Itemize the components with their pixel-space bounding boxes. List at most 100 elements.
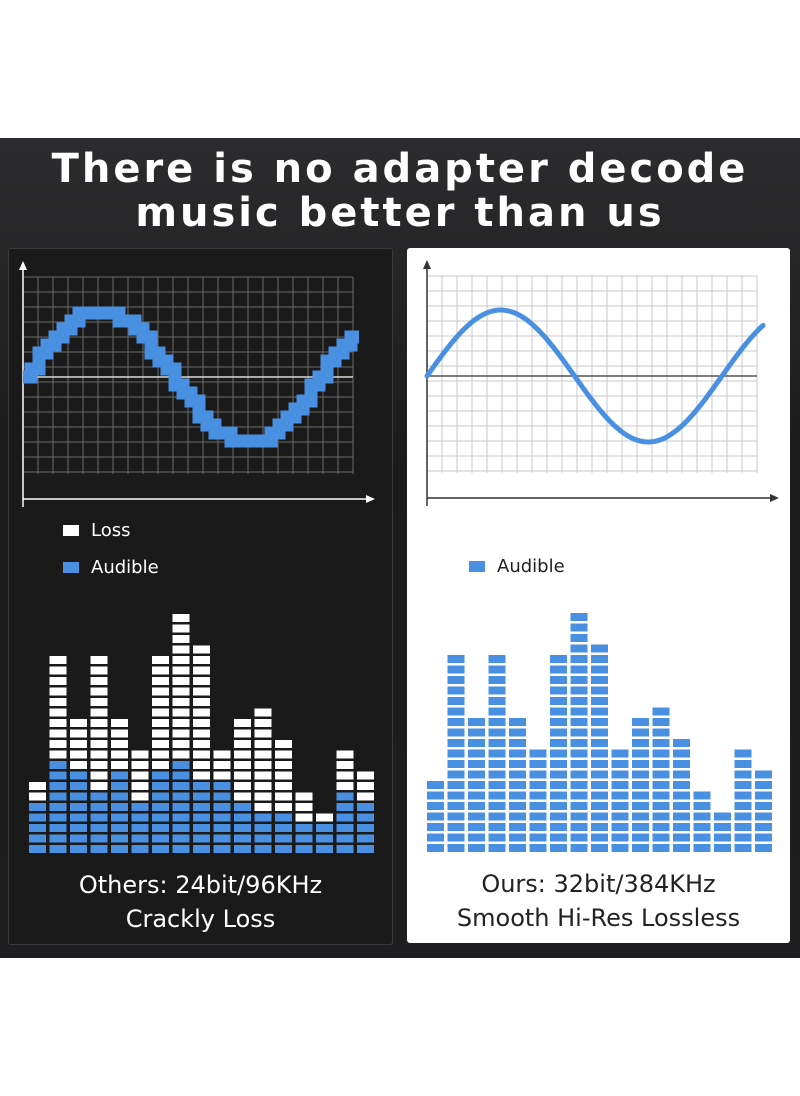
eq-block [570, 833, 588, 842]
eq-block [131, 782, 149, 790]
eq-block [49, 750, 67, 759]
stepped-wave [23, 306, 359, 448]
eq-block [357, 834, 374, 843]
eq-block [550, 697, 567, 705]
eq-block [570, 655, 588, 663]
eq-block [90, 666, 108, 675]
eq-block [734, 791, 752, 800]
eq-block [152, 834, 169, 843]
eq-block [234, 782, 251, 790]
eq-block [447, 686, 465, 695]
eq-block [29, 782, 46, 790]
eq-block [49, 698, 67, 706]
eq-block [193, 803, 210, 811]
eq-block [357, 845, 374, 853]
eq-block [447, 812, 465, 821]
eq-block [316, 845, 333, 853]
eq-block [70, 824, 87, 832]
eq-block [49, 845, 67, 853]
eq-block [570, 739, 588, 747]
eq-block [509, 791, 526, 800]
eq-block [213, 834, 231, 843]
eq-block [632, 833, 649, 842]
eq-block [550, 770, 567, 779]
eq-block [254, 782, 272, 790]
eq-block [29, 813, 46, 822]
eq-block [447, 739, 465, 747]
eq-block [152, 813, 169, 822]
eq-block [254, 803, 272, 811]
eq-block [234, 719, 251, 727]
eq-block [213, 824, 231, 832]
eq-block [336, 782, 354, 790]
eq-block [550, 655, 567, 663]
eq-block [70, 803, 87, 811]
eq-block [734, 833, 752, 842]
eq-block [213, 782, 231, 790]
eq-block [509, 812, 526, 821]
eq-block [488, 686, 506, 695]
axis-arrow [366, 495, 375, 503]
eq-block [152, 750, 169, 759]
eq-block [172, 729, 190, 738]
eq-block [152, 687, 169, 696]
eq-block [550, 739, 567, 747]
eq-block [529, 802, 547, 810]
eq-block [591, 770, 608, 779]
legend-item: Audible [63, 557, 159, 578]
eq-block [755, 812, 772, 821]
eq-block [213, 771, 231, 780]
eq-block [714, 844, 731, 852]
eq-block [488, 749, 506, 758]
eq-block [49, 740, 67, 748]
eq-block [29, 824, 46, 832]
eq-block [49, 719, 67, 727]
eq-block [550, 781, 567, 789]
eq-block [529, 833, 547, 842]
eq-block [49, 761, 67, 769]
eq-block [468, 812, 485, 821]
eq-block [488, 665, 506, 674]
eq-block [427, 812, 444, 821]
eq-block [254, 740, 272, 748]
eq-block [447, 665, 465, 674]
eq-block [591, 833, 608, 842]
right-panel: Audible Ours: 32bit/384KHz Smooth Hi-Res… [407, 248, 790, 943]
eq-block [234, 813, 251, 822]
eq-block [336, 803, 354, 811]
eq-block [254, 729, 272, 738]
eq-block [652, 823, 670, 831]
eq-block [193, 719, 210, 727]
eq-block [591, 707, 608, 716]
eq-block [591, 802, 608, 810]
eq-block [734, 781, 752, 789]
eq-block [509, 718, 526, 726]
eq-block [734, 844, 752, 852]
eq-block [152, 803, 169, 811]
eq-block [213, 845, 231, 853]
eq-block [488, 760, 506, 768]
eq-block [213, 813, 231, 822]
eq-block [172, 761, 190, 769]
eq-block [652, 749, 670, 758]
eq-block [172, 813, 190, 822]
eq-block [447, 728, 465, 737]
eq-block [652, 760, 670, 768]
eq-block [172, 834, 190, 843]
eq-block [488, 812, 506, 821]
eq-block [468, 781, 485, 789]
eq-block [172, 677, 190, 685]
eq-block [591, 812, 608, 821]
eq-block [90, 824, 108, 832]
eq-block [172, 740, 190, 748]
eq-block [611, 770, 629, 779]
eq-block [172, 645, 190, 654]
eq-block [152, 845, 169, 853]
eq-block [693, 802, 711, 810]
legend-label: Audible [497, 556, 565, 577]
eq-block [234, 824, 251, 832]
eq-block [193, 845, 210, 853]
eq-block [295, 845, 313, 853]
eq-block [193, 813, 210, 822]
eq-block [70, 761, 87, 769]
